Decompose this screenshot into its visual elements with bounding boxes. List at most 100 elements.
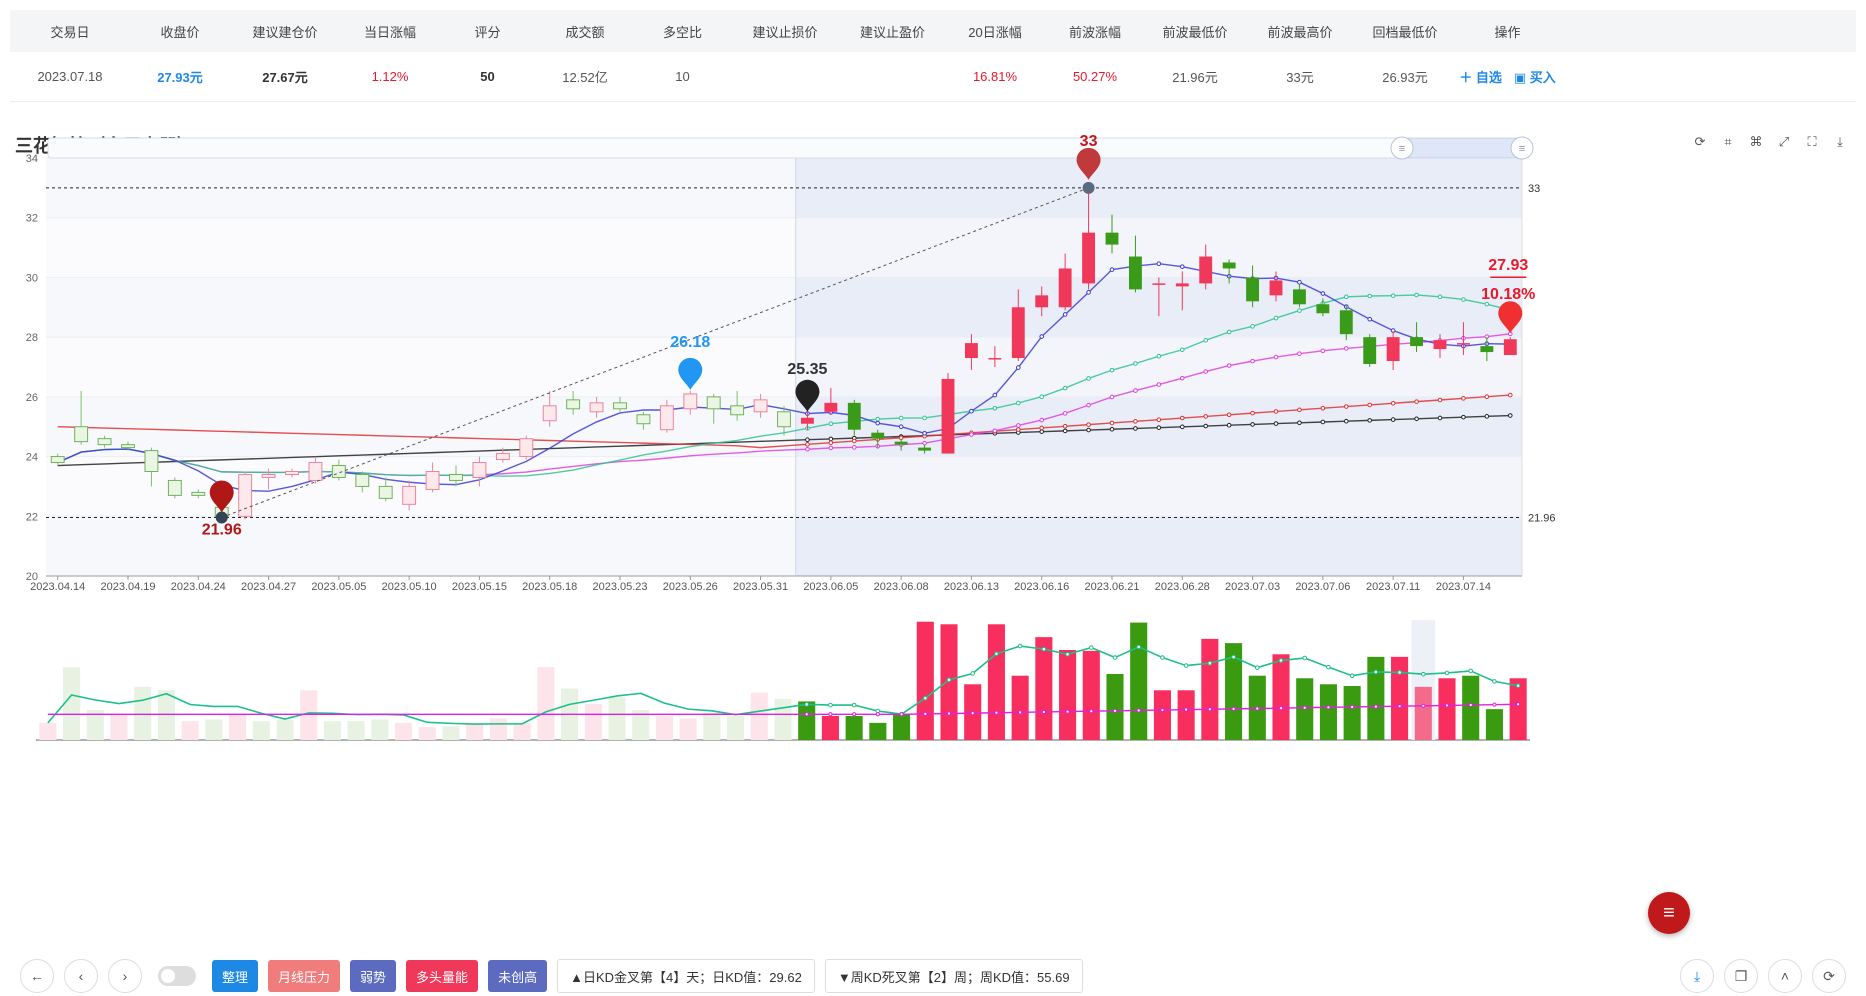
- volume-bar: [608, 697, 626, 740]
- volume-ma-point: [1231, 654, 1236, 660]
- refresh-icon[interactable]: ⟳: [1694, 134, 1706, 149]
- volume-ma-long-point: [852, 712, 857, 717]
- zoom-handle-grip: ≡: [1519, 143, 1525, 155]
- next-button[interactable]: ›: [108, 959, 142, 993]
- refresh-button[interactable]: ⟳: [1812, 959, 1846, 993]
- ma-point: [1390, 417, 1396, 422]
- status-tag[interactable]: 整理: [212, 960, 259, 992]
- ma-point: [1039, 334, 1045, 339]
- grid-band: [46, 217, 1522, 278]
- candle-body: [472, 462, 487, 478]
- volume-bar: [1272, 654, 1290, 740]
- ma-point: [1203, 369, 1209, 374]
- selected-range: [795, 158, 1522, 576]
- volume-bar: [1509, 678, 1527, 740]
- ma-point: [1203, 414, 1209, 419]
- candle-body: [1410, 337, 1424, 347]
- x-tick-label: 2023.05.18: [522, 581, 577, 593]
- volume-bar: [916, 621, 934, 740]
- add-watch-button[interactable]: ＋ 自选: [1459, 70, 1502, 85]
- volume-ma-point: [1207, 660, 1213, 666]
- volume-ma-point: [1397, 670, 1402, 675]
- scroll-top-button[interactable]: ˄: [1768, 959, 1802, 993]
- ma-point: [1039, 429, 1045, 434]
- ma-point: [1062, 423, 1068, 429]
- volume-bar: [1485, 709, 1503, 740]
- ma-point: [1250, 410, 1255, 416]
- ma-point: [992, 392, 998, 398]
- y-tick-label: 32: [26, 213, 38, 225]
- download-button[interactable]: ⤓: [1680, 959, 1714, 993]
- trend-line: [221, 187, 1089, 518]
- row-actions: ＋ 自选 ▣ 买入: [1455, 67, 1560, 86]
- low-label: 21.96: [202, 521, 242, 538]
- candle-body: [238, 473, 253, 517]
- volume-bar: [418, 727, 436, 740]
- table-row[interactable]: 2023.07.18 27.93元 27.67元 1.12% 50 12.52亿 10 16.…: [10, 52, 1856, 102]
- prev-button[interactable]: ‹: [64, 959, 98, 993]
- status-tag[interactable]: 多头量能: [406, 960, 479, 992]
- volume-ma-point: [1183, 663, 1189, 668]
- ma-point: [1414, 399, 1419, 404]
- crop-reset-icon[interactable]: ⌘: [1749, 134, 1763, 149]
- ma-point: [1179, 375, 1185, 381]
- back-button[interactable]: ←: [20, 959, 54, 993]
- x-tick-label: 2023.04.19: [100, 581, 155, 593]
- candle-body: [378, 485, 393, 499]
- ma-point: [1367, 293, 1373, 299]
- row-cell: 27.93元: [157, 70, 203, 85]
- ma-point: [828, 436, 834, 442]
- download-icon[interactable]: ⤓: [1837, 134, 1843, 149]
- candle-body: [871, 432, 885, 439]
- zoom-handle: [1390, 136, 1414, 160]
- ma-point: [1156, 425, 1162, 430]
- zoom-slider: [47, 137, 1524, 159]
- status-tag[interactable]: 月线压力: [268, 960, 341, 992]
- ma-point: [1133, 419, 1138, 424]
- y-tick-label: 20: [26, 571, 38, 583]
- ma-point: [1297, 407, 1302, 413]
- candle-body: [613, 402, 627, 410]
- ma-point: [1226, 329, 1232, 335]
- ma-point: [1062, 411, 1068, 416]
- ma-point: [1484, 414, 1490, 419]
- volume-ma-long-point: [1231, 706, 1236, 711]
- ma-point: [1156, 353, 1162, 359]
- volume-ma-long-point: [1255, 706, 1260, 711]
- header-cell: 当日涨幅: [363, 24, 416, 40]
- x-tick-label: 2023.05.23: [592, 581, 647, 593]
- ma-point: [1226, 412, 1232, 418]
- ma-point: [1156, 382, 1162, 387]
- status-tag[interactable]: 未创高: [488, 960, 548, 992]
- weekly-kd-info: ▼周KD死叉第【2】周；周KD值：55.69: [824, 959, 1083, 993]
- ma-point: [851, 445, 857, 450]
- crop-icon[interactable]: ⌗: [1724, 134, 1732, 149]
- ma-point: [1179, 415, 1185, 421]
- mode-toggle[interactable]: [158, 966, 196, 986]
- ma-point: [828, 445, 834, 451]
- ma-point: [1414, 292, 1419, 298]
- header-cell: 前波最高价: [1267, 24, 1333, 40]
- ma-point: [1320, 405, 1326, 411]
- menu-button[interactable]: ≡: [1648, 892, 1690, 934]
- row-cell: 1.12%: [371, 69, 409, 84]
- download-icon: ⤓: [1693, 967, 1701, 984]
- buy-button[interactable]: ▣ 买入: [1513, 70, 1556, 85]
- candle-body: [542, 405, 557, 422]
- chevron-left-icon: ‹: [78, 968, 84, 984]
- fullscreen-icon[interactable]: ⛶: [1807, 134, 1817, 149]
- zoom-icon[interactable]: ⤢: [1778, 134, 1790, 149]
- ma-point: [851, 438, 857, 444]
- status-tag[interactable]: 弱势: [350, 960, 397, 992]
- ma-point: [1015, 400, 1021, 406]
- copy-button[interactable]: ❐: [1724, 959, 1758, 993]
- ma-point: [1062, 312, 1068, 317]
- x-tick-label: 2023.07.06: [1295, 581, 1350, 593]
- x-tick-label: 2023.05.15: [452, 581, 507, 593]
- volume-bar: [632, 710, 650, 740]
- volume-ma-long-line: [47, 703, 1519, 715]
- volume-bar: [1177, 690, 1195, 740]
- volume-ma-point: [1444, 670, 1450, 676]
- volume-ma-long-point: [1397, 704, 1402, 709]
